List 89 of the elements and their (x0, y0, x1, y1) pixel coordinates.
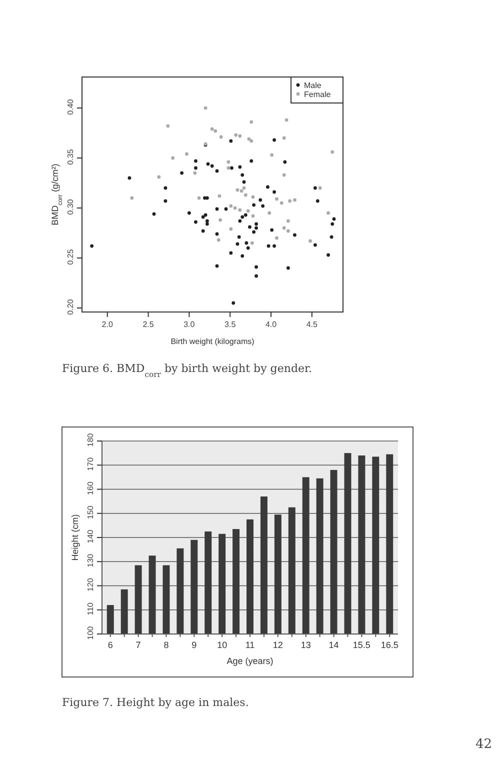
y-tick-label: 100 (86, 626, 95, 640)
point (233, 206, 237, 210)
x-axis-title: Age (years) (226, 656, 274, 666)
y-tick-label: 160 (86, 481, 95, 495)
point (229, 227, 233, 231)
point (250, 241, 254, 245)
point (293, 198, 296, 202)
legend-label: Female (304, 90, 332, 99)
y-tick-label: 0.25 (66, 248, 75, 265)
point (288, 199, 292, 203)
point (238, 134, 242, 138)
x-tick-label: 10 (217, 640, 228, 650)
y-tick-label: 130 (86, 553, 95, 568)
point (219, 135, 223, 139)
x-tick-label: 13 (300, 640, 311, 650)
point (242, 186, 246, 190)
point (286, 229, 290, 233)
point (193, 171, 197, 175)
x-tick-label: 6 (108, 640, 113, 650)
point (275, 197, 278, 201)
point (282, 226, 286, 230)
x-tick-label: 4.5 (306, 320, 318, 329)
point (240, 189, 244, 193)
point (216, 238, 220, 242)
point (275, 236, 278, 240)
point (247, 137, 251, 141)
x-tick-label: 7 (136, 640, 141, 650)
x-tick-label: 12 (272, 640, 283, 650)
y-tick-label: 110 (86, 602, 95, 616)
point (210, 127, 214, 131)
text: 42 (475, 737, 492, 752)
point (250, 139, 254, 143)
x-tick-label: 9 (192, 640, 197, 650)
point (244, 193, 248, 197)
x-tick-label: 11 (245, 640, 255, 650)
legend-label: Male (304, 81, 322, 90)
point (234, 133, 238, 137)
point (166, 124, 170, 128)
point (286, 219, 290, 223)
point (185, 152, 188, 156)
x-tick-label: 3.5 (224, 320, 236, 329)
x-tick-label: 14 (328, 640, 339, 650)
point (130, 196, 134, 200)
point (282, 173, 286, 177)
point (326, 211, 330, 215)
y-tick-label: 0.35 (66, 148, 75, 165)
point (226, 160, 230, 164)
point (270, 153, 274, 157)
x-tick-label: 2.5 (142, 320, 154, 329)
caption: Figure 7. Height by age in males. (62, 696, 249, 709)
point (229, 204, 233, 208)
point (268, 211, 272, 215)
y-tick-label: 0.30 (66, 198, 75, 215)
x-axis-title: Birth weight (kilograms) (170, 337, 255, 346)
point (218, 194, 222, 198)
y-tick-label: 150 (86, 505, 95, 520)
point (246, 209, 250, 213)
y-axis-title: Height (cm) (70, 514, 80, 561)
point (157, 175, 161, 179)
y-tick-label: 0.20 (66, 298, 75, 315)
point (308, 239, 312, 243)
point (280, 201, 284, 205)
x-tick-label: 3.0 (184, 320, 196, 329)
y-tick-label: 170 (86, 456, 95, 471)
x-tick-label: 2.0 (102, 320, 114, 329)
point (171, 156, 175, 160)
point (214, 129, 218, 133)
point (251, 195, 255, 199)
y-tick-label: 140 (86, 529, 95, 544)
point (251, 214, 255, 218)
point (204, 106, 208, 110)
x-tick-label: 4.0 (265, 320, 278, 329)
x-tick-label: 15.5 (352, 640, 370, 650)
point (226, 166, 230, 170)
point (238, 208, 242, 212)
x-tick-label: 8 (164, 640, 169, 650)
x-tick-label: 16.5 (380, 640, 398, 650)
point (236, 188, 240, 192)
point (318, 186, 322, 190)
point (282, 136, 286, 140)
point (284, 118, 288, 122)
y-tick-label: 0.40 (66, 98, 75, 115)
y-tick-label: 120 (86, 578, 95, 592)
point (218, 218, 222, 222)
point (330, 150, 334, 154)
caption: Figure 6. BMD$_{corr}$ by birth weight by gender. (62, 362, 312, 378)
point (250, 120, 254, 124)
point (197, 196, 201, 200)
y-tick-label: 180 (86, 432, 95, 447)
